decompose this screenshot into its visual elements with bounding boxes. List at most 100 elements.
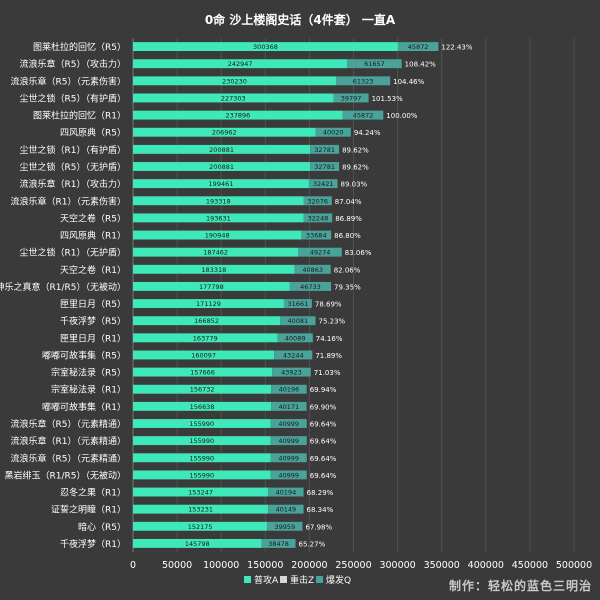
category-label: 流浪乐章（R5）（元素精通） bbox=[11, 452, 126, 464]
data-label-a: 190948 bbox=[205, 232, 230, 240]
percent-label: 89.03% bbox=[341, 181, 368, 189]
bar-segment-a bbox=[133, 196, 304, 206]
bar-segment-a bbox=[133, 264, 295, 274]
category-label: 嘟嘟可故事集（R1） bbox=[42, 401, 126, 413]
data-label-q: 46733 bbox=[300, 283, 321, 291]
bar-segment-q bbox=[270, 470, 307, 480]
category-label: 四风原典（R5） bbox=[60, 127, 126, 139]
percent-label: 83.06% bbox=[345, 249, 372, 257]
data-label-a: 187462 bbox=[203, 249, 228, 257]
bar-segment-q bbox=[274, 350, 313, 360]
bar-segment-a bbox=[133, 127, 316, 137]
data-label-q: 43923 bbox=[281, 369, 302, 377]
data-label-a: 145798 bbox=[185, 540, 210, 548]
data-label-q: 32248 bbox=[308, 214, 329, 222]
category-label: 图莱杜拉的回忆（R5） bbox=[33, 41, 126, 53]
category-label: 流浪乐章（R5）（攻击力） bbox=[20, 58, 126, 70]
bar-segment-a bbox=[133, 487, 269, 497]
bar-segment-a bbox=[133, 470, 271, 480]
data-label-q: 45872 bbox=[353, 112, 374, 120]
bar-segment-q bbox=[289, 281, 332, 291]
data-label-q: 40999 bbox=[278, 437, 299, 445]
category-label: 四风原典（R1） bbox=[60, 230, 126, 242]
percent-label: 68.34% bbox=[307, 506, 334, 514]
percent-label: 69.64% bbox=[310, 455, 337, 463]
data-label-q: 33684 bbox=[306, 232, 327, 240]
bar-segment-q bbox=[298, 247, 342, 257]
bar-segment-q bbox=[342, 110, 384, 120]
legend-label: 普攻A bbox=[254, 574, 279, 586]
data-label-a: 155990 bbox=[189, 454, 214, 462]
legend-label: 爆发Q bbox=[326, 574, 351, 586]
percent-label: 100.00% bbox=[386, 112, 417, 120]
data-label-a: 160097 bbox=[191, 351, 216, 359]
bar-segment-q bbox=[336, 76, 391, 86]
data-label-a: 155990 bbox=[189, 437, 214, 445]
bar-segment-q bbox=[271, 384, 307, 394]
percent-label: 67.98% bbox=[305, 523, 332, 531]
bar-segment-a bbox=[133, 521, 268, 531]
data-label-q: 40999 bbox=[278, 471, 299, 479]
category-label: 宗室秘法录（R1） bbox=[51, 384, 126, 396]
data-label-a: 153231 bbox=[188, 506, 213, 514]
data-label-a: 242947 bbox=[228, 60, 253, 68]
data-label-q: 32421 bbox=[313, 180, 334, 188]
percent-label: 101.53% bbox=[372, 95, 403, 103]
bar-segment-q bbox=[397, 42, 439, 52]
x-tick-label: 300000 bbox=[379, 560, 415, 571]
category-label: 尘世之锁（R1）（无护盾） bbox=[20, 247, 126, 259]
category-label: 忍冬之果（R1） bbox=[60, 487, 126, 499]
percent-label: 69.64% bbox=[310, 421, 337, 429]
bar-segment-a bbox=[133, 76, 337, 86]
bar-segment-q bbox=[270, 436, 307, 446]
x-tick-label: 250000 bbox=[335, 560, 371, 571]
data-label-a: 200881 bbox=[209, 146, 234, 154]
bar-segment-a bbox=[133, 144, 311, 154]
data-label-q: 43244 bbox=[283, 351, 304, 359]
percent-label: 82.06% bbox=[334, 266, 361, 274]
bar-segment-a bbox=[133, 247, 299, 257]
data-label-q: 39797 bbox=[341, 94, 362, 102]
data-label-a: 155990 bbox=[189, 471, 214, 479]
percent-label: 87.04% bbox=[335, 198, 362, 206]
category-label: 图莱杜拉的回忆（R1） bbox=[33, 110, 126, 122]
bar-segment-a bbox=[133, 453, 271, 463]
bar-segment-a bbox=[133, 316, 281, 326]
category-label: 流浪乐章（R1）（元素伤害） bbox=[11, 195, 126, 207]
credit-watermark: 制作：轻松的蓝色三明治 bbox=[448, 579, 592, 593]
chart-title: 0命 沙上楼阁史话（4件套） 一直A bbox=[205, 12, 396, 27]
percent-label: 89.62% bbox=[342, 146, 369, 154]
bar-segment-q bbox=[272, 367, 311, 377]
data-label-q: 32076 bbox=[307, 197, 328, 205]
bar-segment-a bbox=[133, 93, 334, 103]
category-label: 天空之卷（R5） bbox=[60, 212, 126, 224]
x-tick-label: 50000 bbox=[162, 560, 192, 571]
percent-label: 86.80% bbox=[334, 232, 361, 240]
bar-segment-a bbox=[133, 419, 271, 428]
bar-segment-a bbox=[133, 350, 275, 360]
legend-swatch bbox=[244, 576, 251, 583]
percent-label: 86.89% bbox=[335, 215, 362, 223]
bar-segment-a bbox=[133, 504, 269, 514]
data-label-a: 156732 bbox=[190, 386, 215, 394]
data-label-a: 155990 bbox=[189, 420, 214, 428]
data-label-q: 40999 bbox=[278, 420, 299, 428]
data-label-q: 40089 bbox=[285, 334, 306, 342]
x-tick-label: 200000 bbox=[291, 560, 327, 571]
category-label: 尘世之锁（R5）（无护盾） bbox=[20, 161, 126, 173]
data-label-q: 40171 bbox=[279, 403, 300, 411]
data-label-q: 61657 bbox=[364, 60, 385, 68]
legend-label: 重击Z bbox=[290, 574, 314, 586]
bar-segment-a bbox=[133, 401, 272, 411]
data-label-q: 40194 bbox=[276, 489, 297, 497]
bar-segment-a bbox=[133, 333, 278, 343]
category-label: 流浪乐章（R1）（元素精通） bbox=[11, 435, 126, 447]
data-label-q: 49274 bbox=[310, 249, 331, 257]
category-label: 匣里日月（R1） bbox=[60, 333, 126, 344]
bar-segment-q bbox=[283, 299, 312, 309]
percent-label: 78.69% bbox=[315, 301, 342, 309]
bar-segment-q bbox=[303, 213, 333, 223]
bar-segment-q bbox=[270, 419, 307, 428]
bar-segment-q bbox=[310, 162, 340, 171]
data-label-a: 200881 bbox=[209, 163, 234, 171]
